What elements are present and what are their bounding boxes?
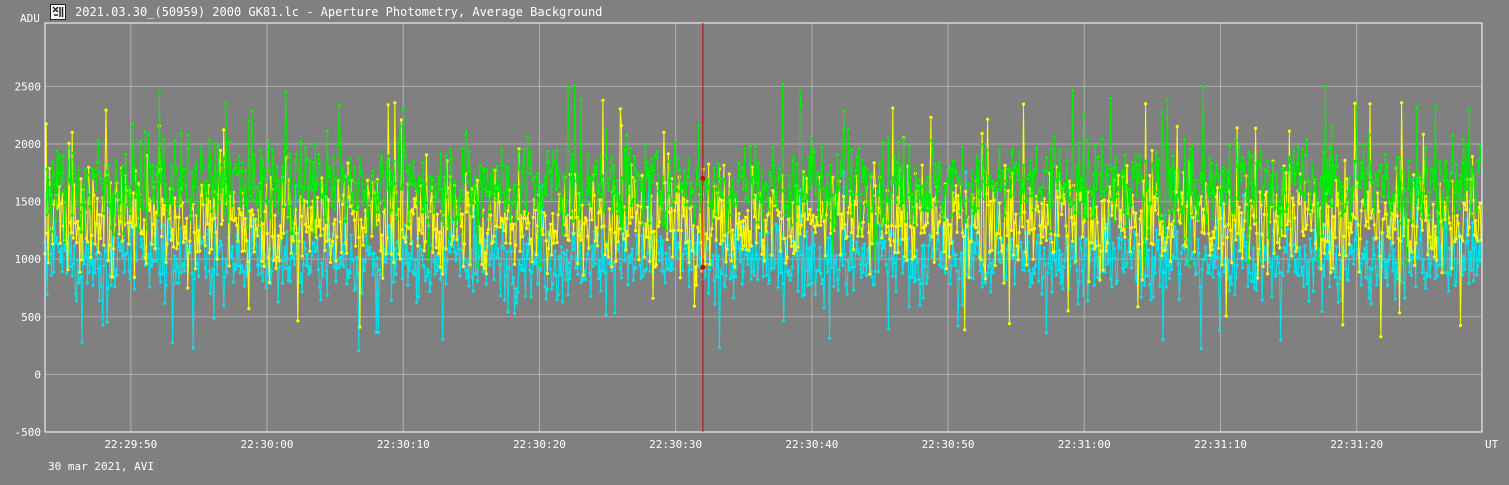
x-tick-label: 22:31:10: [1194, 438, 1247, 451]
x-tick-label: 22:30:10: [377, 438, 430, 451]
y-axis-ticks: -500 0 500 1000 1500 2000 2500: [15, 80, 42, 439]
series-3: [43, 82, 1483, 267]
footer-note: 30 mar 2021, AVI: [48, 460, 154, 473]
x-tick-label: 22:30:40: [785, 438, 838, 451]
y-tick-label: 0: [34, 368, 41, 381]
x-tick-label: 22:30:30: [649, 438, 702, 451]
window-title: 2021.03.30_(50959) 2000 GK81.lc - Apertu…: [75, 5, 603, 19]
y-tick-label: 1500: [15, 196, 42, 209]
cursor-point: [700, 264, 706, 270]
y-tick-label: 500: [21, 311, 41, 324]
x-tick-label: 22:31:00: [1058, 438, 1111, 451]
x-axis-ticks: 22:29:50 22:30:00 22:30:10 22:30:20 22:30:30…: [104, 438, 1383, 451]
y-axis-label: ADU: [20, 12, 40, 25]
y-tick-label: 2000: [15, 138, 42, 151]
telescope-app-icon: [50, 4, 66, 20]
x-tick-label: 22:31:20: [1330, 438, 1383, 451]
series-layer: [43, 82, 1483, 353]
y-tick-label: -500: [15, 426, 42, 439]
x-axis-unit-label: UT: [1485, 438, 1499, 451]
plot-frame: [44, 22, 1483, 433]
x-tick-label: 22:30:20: [513, 438, 566, 451]
x-tick-label: 22:29:50: [104, 438, 157, 451]
series-1: [43, 169, 1483, 353]
cursor-point: [700, 176, 706, 182]
y-tick-label: 2500: [15, 80, 42, 93]
window-titlebar: 2021.03.30_(50959) 2000 GK81.lc - Apertu…: [50, 3, 602, 21]
x-tick-label: 22:30:00: [241, 438, 294, 451]
x-tick-label: 22:30:50: [922, 438, 975, 451]
series-2: [43, 98, 1483, 339]
cursor-markers: [700, 176, 706, 270]
y-tick-label: 1000: [15, 253, 42, 266]
